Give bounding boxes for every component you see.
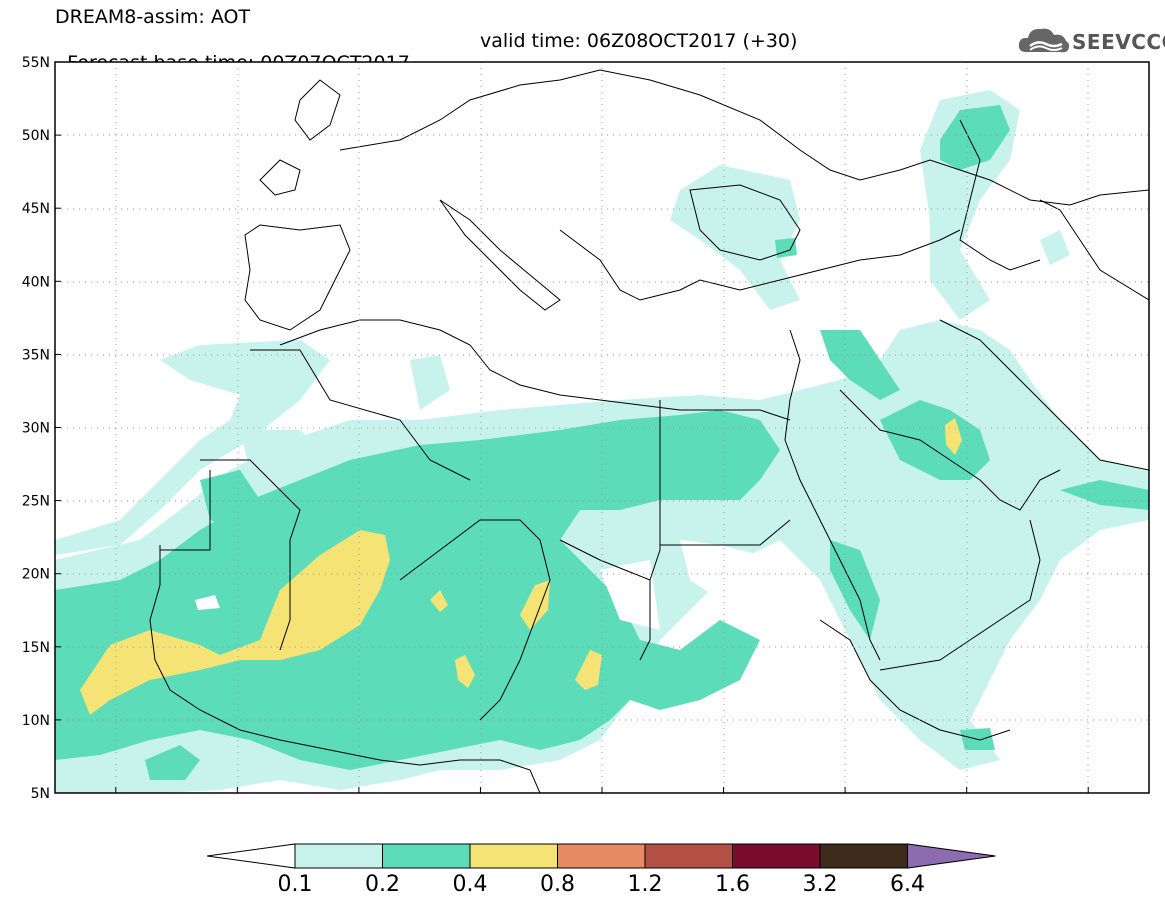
valid-time: valid time: 06Z08OCT2017 (+30) (480, 30, 798, 52)
coastlines-borders (149, 69, 1149, 793)
aot-contour-fill (55, 90, 1149, 793)
colorbar-box (382, 843, 471, 869)
lat-label: 30N (22, 421, 50, 437)
colorbar-over-arrow (907, 843, 996, 869)
colorbar-label: 0.8 (540, 872, 575, 897)
colorbar-label: 3.2 (803, 872, 838, 897)
lat-label: 25N (22, 494, 50, 510)
lat-label: 5N (31, 786, 50, 800)
colorbar-label: 0.2 (365, 872, 400, 897)
colorbar-box (557, 843, 646, 869)
graticule (55, 62, 1149, 793)
colorbar-label: 1.2 (628, 872, 663, 897)
lat-label: 40N (22, 274, 50, 290)
lat-label: 50N (22, 128, 50, 144)
axis-ticks (55, 61, 1089, 794)
latitude-labels: 55N 50N 45N 40N 35N 30N 25N 20N 15N 10N 5N (22, 55, 50, 800)
logo-text: SEEVCCC (1072, 30, 1165, 54)
lat-label: 35N (22, 347, 50, 363)
lat-label: 55N (22, 55, 50, 71)
colorbar-label: 0.4 (453, 872, 488, 897)
cloud-logo-icon (1018, 28, 1070, 53)
lat-label: 45N (22, 201, 50, 217)
colorbar-labels: 0.1 0.2 0.4 0.8 1.2 1.6 3.2 6.4 (278, 872, 926, 897)
colorbar-box (819, 843, 908, 869)
map-title: DREAM8-assim: AOT (55, 6, 251, 28)
lat-label: 15N (22, 640, 50, 656)
colorbar-box (469, 843, 558, 869)
colorbar-box (294, 843, 383, 869)
colorbar-boxes (206, 843, 996, 869)
lat-label: 10N (22, 713, 50, 729)
aot-band-0.4 (80, 418, 962, 715)
seevccc-logo: SEEVCCC (1016, 22, 1165, 58)
lat-label: 20N (22, 567, 50, 583)
colorbar-label: 1.6 (715, 872, 750, 897)
colorbar-under-arrow (206, 843, 296, 869)
colorbar-box (732, 843, 821, 869)
colorbar-label: 6.4 (890, 872, 925, 897)
colorbar-box (644, 843, 733, 869)
colorbar-label: 0.1 (278, 872, 313, 897)
aot-band-0.2 (55, 105, 1149, 780)
